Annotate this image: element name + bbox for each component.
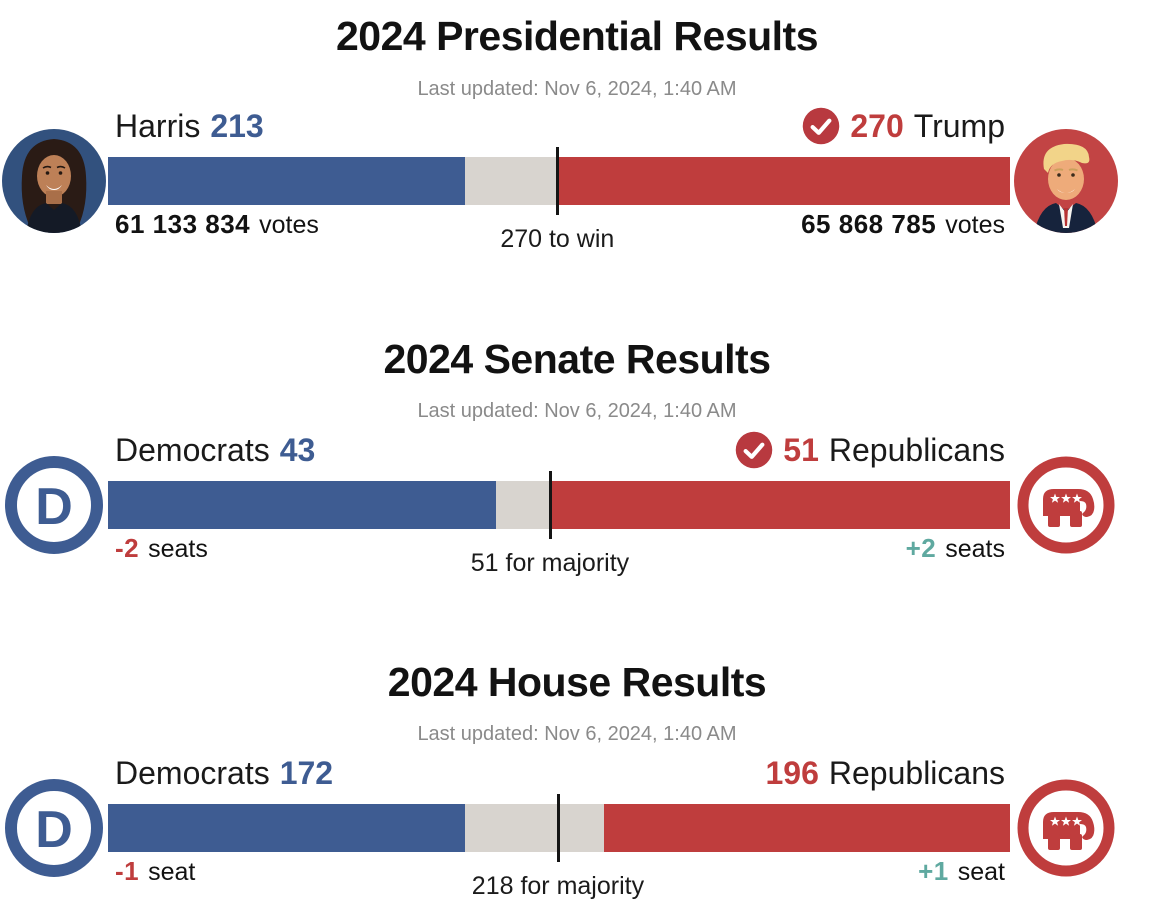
- trump-photo: [1014, 129, 1118, 233]
- house-results-bar: [108, 804, 1010, 852]
- republican-party-logo: [1014, 453, 1118, 557]
- winner-check-icon: [803, 107, 840, 145]
- house-rep-name: Republicans: [828, 754, 1005, 791]
- rep-bar-segment: [603, 804, 1010, 852]
- harris-electoral-votes: 213: [210, 107, 264, 144]
- house-chart: D Democrats 172: [0, 750, 1154, 915]
- republican-party-logo: [1014, 776, 1118, 880]
- harris-name: Harris: [115, 107, 201, 144]
- trump-label: 270 Trump: [802, 103, 1005, 149]
- house-rep-seat-change: +1 seat: [918, 856, 1005, 886]
- senate-results-bar: [108, 481, 1010, 529]
- dem-bar-segment: [108, 481, 496, 529]
- senate-dem-seat-change: -2 seats: [115, 533, 208, 563]
- presidential-results-bar: [108, 157, 1010, 205]
- house-title: 2024 House Results: [387, 659, 767, 705]
- threshold-tick: [556, 794, 560, 862]
- undecided-bar-segment: [464, 804, 604, 852]
- harris-photo-icon: [2, 129, 106, 233]
- winner-check-icon: [736, 431, 773, 469]
- threshold-label: 218 for majority: [471, 872, 645, 900]
- democratic-party-logo: D: [2, 776, 106, 880]
- senate-title: 2024 Senate Results: [383, 336, 771, 382]
- house-rep-seats: 196: [765, 754, 819, 791]
- senate-rep-name: Republicans: [828, 431, 1005, 468]
- harris-label: Harris 213: [115, 103, 264, 149]
- dem-bar-segment: [108, 157, 466, 205]
- house-last-updated: Last updated: Nov 6, 2024, 1:40 AM: [417, 723, 737, 745]
- svg-text:D: D: [35, 801, 73, 859]
- trump-photo-icon: [1014, 129, 1118, 233]
- threshold-label: 270 to win: [500, 225, 615, 253]
- senate-dem-name: Democrats: [115, 431, 270, 468]
- dem-bar-segment: [108, 804, 465, 852]
- senate-rep-seats: 51: [783, 431, 819, 468]
- senate-dem-seats: 43: [279, 431, 316, 468]
- undecided-bar-segment: [495, 481, 550, 529]
- threshold-tick: [556, 147, 560, 215]
- house-dem-seats: 172: [279, 754, 334, 791]
- house-dem-name: Democrats: [115, 754, 270, 791]
- harris-photo: [2, 129, 106, 233]
- presidential-chart: Harris 213 270 Trump 270 to win 61 133 8…: [0, 103, 1154, 268]
- house-dem-seat-change: -1 seat: [115, 856, 196, 886]
- senate-chart: D Democrats 43: [0, 427, 1154, 592]
- democratic-d-icon: D: [5, 456, 103, 554]
- threshold-tick: [548, 471, 552, 539]
- presidential-title: 2024 Presidential Results: [335, 13, 819, 59]
- trump-name: Trump: [913, 107, 1005, 144]
- harris-popular-votes: 61 133 834 votes: [115, 209, 319, 239]
- republican-elephant-icon: [1017, 779, 1115, 877]
- senate-dem-label: Democrats 43: [115, 427, 315, 473]
- republican-elephant-icon: [1017, 456, 1115, 554]
- senate-rep-label: 51 Republicans: [735, 427, 1005, 473]
- trump-electoral-votes: 270: [850, 107, 904, 144]
- democratic-d-icon: D: [5, 779, 103, 877]
- senate-last-updated: Last updated: Nov 6, 2024, 1:40 AM: [417, 400, 737, 422]
- trump-popular-votes: 65 868 785 votes: [801, 209, 1005, 239]
- threshold-label: 51 for majority: [470, 549, 630, 577]
- house-dem-label: Democrats 172: [115, 750, 333, 796]
- senate-rep-seat-change: +2 seats: [905, 533, 1005, 563]
- svg-text:D: D: [35, 478, 73, 536]
- rep-bar-segment: [557, 157, 1010, 205]
- rep-bar-segment: [549, 481, 1010, 529]
- house-rep-label: 196 Republicans: [766, 750, 1006, 796]
- democratic-party-logo: D: [2, 453, 106, 557]
- undecided-bar-segment: [465, 157, 558, 205]
- presidential-last-updated: Last updated: Nov 6, 2024, 1:40 AM: [417, 78, 737, 100]
